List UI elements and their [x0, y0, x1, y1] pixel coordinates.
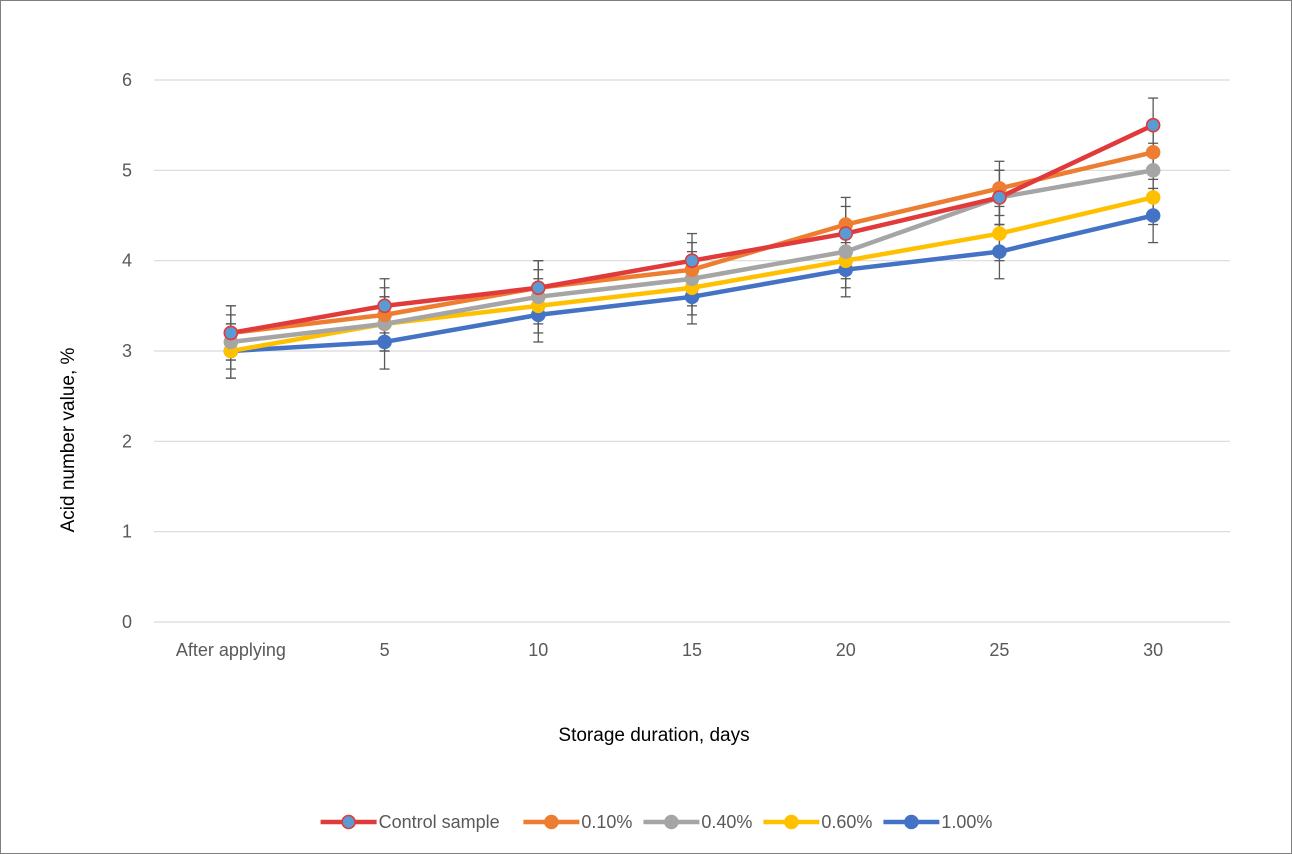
y-tick-label: 6	[122, 70, 132, 90]
y-axis-title: Acid number value, %	[58, 347, 79, 532]
data-point	[992, 244, 1007, 259]
y-tick-label: 3	[122, 341, 132, 361]
legend-item: 1.00%	[883, 812, 992, 832]
legend-marker	[784, 814, 799, 830]
legend-label: 1.00%	[941, 812, 992, 832]
x-tick-label: 10	[528, 640, 548, 660]
legend-item: 0.10%	[523, 812, 632, 832]
legend-marker	[904, 814, 919, 830]
legend-label: 0.40%	[701, 812, 752, 832]
data-point	[1145, 163, 1161, 178]
legend-marker	[544, 814, 559, 830]
data-point	[1145, 117, 1161, 133]
data-point	[838, 244, 854, 259]
y-tick-label: 5	[122, 160, 132, 180]
data-point	[377, 334, 392, 350]
data-point	[838, 226, 854, 241]
legend-item: Control sample	[320, 812, 500, 832]
data-point	[223, 325, 239, 341]
legend-item: 0.40%	[643, 812, 752, 832]
y-tick-label: 0	[122, 612, 132, 632]
data-point	[992, 190, 1007, 205]
data-point	[1145, 144, 1161, 160]
legend-item: 0.60%	[763, 812, 872, 832]
x-tick-label: 20	[836, 640, 856, 660]
y-tick-label: 2	[122, 431, 132, 451]
y-tick-label: 1	[122, 522, 132, 542]
gridlines	[154, 79, 1230, 623]
data-point	[684, 253, 700, 268]
legend-label: Control sample	[379, 812, 500, 832]
y-tick-label: 4	[122, 251, 132, 271]
legend: Control sample 0.10% 0.40% 0.60% 1.00%	[320, 812, 992, 832]
y-axis-ticks: 0 1 2 3 4 5 6	[122, 70, 132, 632]
data-point	[1145, 190, 1161, 205]
data-point	[377, 298, 392, 314]
x-tick-label: After applying	[176, 640, 286, 660]
x-axis-ticks: After applying 5 10 15 20 25 30	[176, 640, 1163, 660]
legend-marker	[341, 814, 356, 830]
legend-marker	[664, 814, 679, 830]
legend-label: 0.10%	[581, 812, 632, 832]
data-point	[992, 226, 1007, 241]
x-axis-title: Storage duration, days	[558, 725, 749, 746]
x-tick-label: 15	[682, 640, 702, 660]
data-point	[1145, 208, 1161, 223]
data-point	[530, 280, 546, 296]
x-tick-label: 30	[1143, 640, 1163, 660]
error-bars	[225, 97, 1159, 379]
legend-label: 0.60%	[821, 812, 872, 832]
x-tick-label: 25	[989, 640, 1009, 660]
series-markers	[223, 117, 1161, 359]
x-tick-label: 5	[380, 640, 390, 660]
